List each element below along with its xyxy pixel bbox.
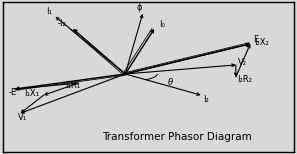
Text: Transformer Phasor Diagram: Transformer Phasor Diagram — [102, 132, 252, 142]
Text: E: E — [253, 35, 258, 44]
Text: I₂R₂: I₂R₂ — [237, 75, 252, 84]
Text: I₂: I₂ — [203, 95, 209, 104]
Text: V₁: V₁ — [18, 113, 27, 122]
Text: θ: θ — [168, 78, 173, 87]
Text: ϕ: ϕ — [136, 3, 142, 12]
Text: I₁R₁: I₁R₁ — [65, 81, 80, 90]
Text: -I₂: -I₂ — [57, 19, 66, 28]
Text: V₂: V₂ — [238, 58, 247, 67]
Text: I₀: I₀ — [159, 20, 165, 29]
Text: -E: -E — [9, 88, 17, 97]
Text: I₁X₁: I₁X₁ — [25, 89, 40, 98]
Text: I₁: I₁ — [46, 7, 52, 16]
Text: I₂X₂: I₂X₂ — [254, 38, 269, 47]
